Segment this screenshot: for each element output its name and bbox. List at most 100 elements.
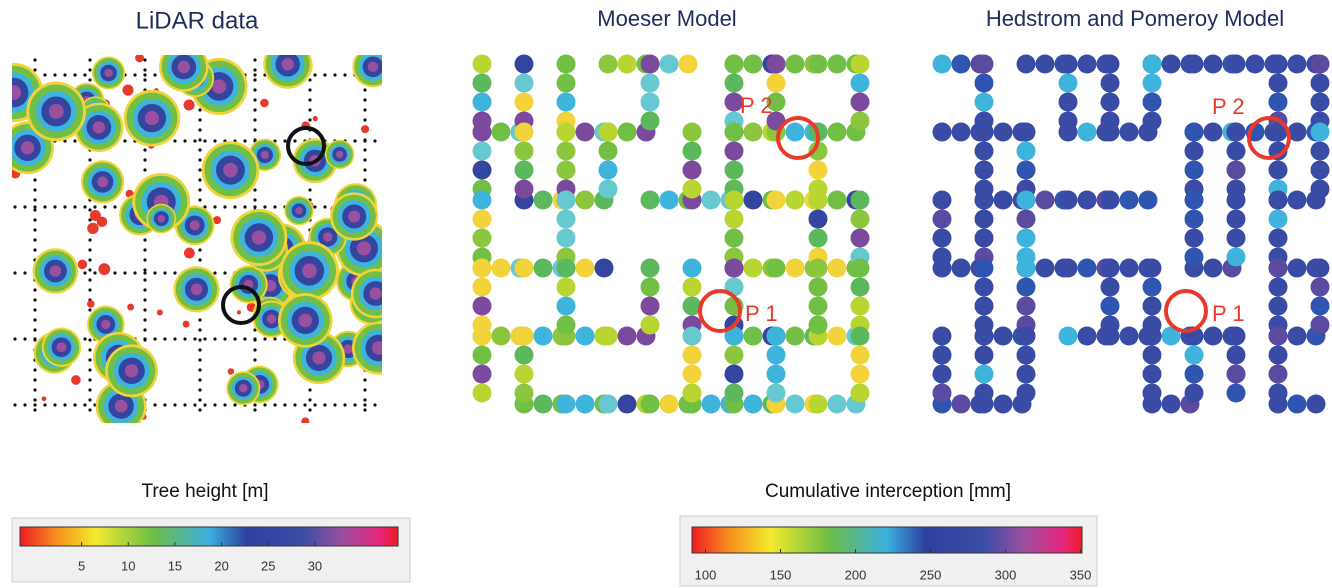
- model-point: [599, 395, 618, 414]
- grid-dot: [88, 158, 91, 161]
- tree-crown: [302, 263, 317, 278]
- model-point: [515, 161, 534, 180]
- model-point: [744, 327, 763, 346]
- grid-dot: [143, 168, 146, 171]
- model-point: [933, 327, 952, 346]
- model-point: [1017, 229, 1036, 248]
- tree-crown: [261, 151, 269, 159]
- model-point: [1269, 297, 1288, 316]
- model-point: [767, 74, 786, 93]
- grid-dot: [253, 78, 256, 81]
- grid-dot: [88, 308, 91, 311]
- red-point: [228, 368, 234, 374]
- model-point: [851, 191, 870, 210]
- grid-dot: [363, 148, 366, 151]
- tree-crown: [50, 265, 61, 276]
- grid-dot: [198, 348, 201, 351]
- model-point: [683, 180, 702, 199]
- tree-crown: [336, 151, 343, 158]
- grid-dot: [153, 337, 156, 340]
- model-point: [851, 346, 870, 365]
- grid-dot: [143, 78, 146, 81]
- model-point: [851, 327, 870, 346]
- model-point: [473, 259, 492, 278]
- model-point: [618, 395, 637, 414]
- model-point: [767, 191, 786, 210]
- grid-dot: [373, 139, 376, 142]
- model-point: [1227, 191, 1246, 210]
- grid-dot: [63, 73, 66, 76]
- grid-dot: [363, 118, 366, 121]
- model-point: [1143, 384, 1162, 403]
- model-point: [1120, 191, 1139, 210]
- model-point: [641, 191, 660, 210]
- model-point: [975, 259, 994, 278]
- model-point: [1204, 123, 1223, 142]
- model-point: [599, 55, 618, 74]
- model-point: [515, 74, 534, 93]
- grid-dot: [293, 403, 296, 406]
- grid-dot: [253, 205, 256, 208]
- model-point: [828, 55, 847, 74]
- model-point: [725, 210, 744, 229]
- model-point: [599, 161, 618, 180]
- grid-dot: [373, 403, 376, 406]
- tick-label: 5: [78, 558, 85, 573]
- grid-dot: [93, 205, 96, 208]
- grid-dot: [88, 238, 91, 241]
- tick-label: 15: [168, 558, 182, 573]
- model-point: [994, 191, 1013, 210]
- model-point: [1269, 278, 1288, 297]
- grid-dot: [263, 337, 266, 340]
- grid-dot: [143, 308, 146, 311]
- grid-dot: [63, 403, 66, 406]
- model-point: [683, 365, 702, 384]
- model-point: [1139, 191, 1158, 210]
- model-point: [557, 123, 576, 142]
- model-point: [744, 395, 763, 414]
- model-point: [1143, 346, 1162, 365]
- model-point: [725, 142, 744, 161]
- model-point: [828, 191, 847, 210]
- grid-dot: [33, 288, 36, 291]
- grid-dot: [33, 328, 36, 331]
- model-point: [851, 384, 870, 403]
- model-point: [1017, 259, 1036, 278]
- model-point: [1269, 210, 1288, 229]
- model-point: [1143, 297, 1162, 316]
- model-point: [1311, 74, 1330, 93]
- model-point: [1311, 180, 1330, 199]
- model-point: [828, 395, 847, 414]
- grid-dot: [223, 403, 226, 406]
- model-point: [851, 74, 870, 93]
- grid-dot: [313, 205, 316, 208]
- model-point: [1307, 395, 1326, 414]
- tree-crown: [295, 207, 302, 214]
- grid-dot: [83, 337, 86, 340]
- model-point: [1143, 93, 1162, 112]
- tree-crown: [344, 344, 353, 353]
- tick-label: 200: [845, 567, 867, 582]
- grid-dot: [198, 198, 201, 201]
- model-point: [534, 259, 553, 278]
- grid-dot: [203, 337, 206, 340]
- grid-dot: [33, 318, 36, 321]
- model-point: [1227, 229, 1246, 248]
- grid-dot: [333, 73, 336, 76]
- grid-dot: [88, 408, 91, 411]
- model-point: [975, 191, 994, 210]
- model-point: [851, 210, 870, 229]
- model-point: [683, 142, 702, 161]
- model-point: [515, 259, 534, 278]
- model-point: [828, 327, 847, 346]
- marker: [1166, 291, 1206, 331]
- grid-dot: [123, 139, 126, 142]
- model-point: [933, 346, 952, 365]
- model-point: [1017, 278, 1036, 297]
- model-point: [975, 297, 994, 316]
- grid-dot: [143, 248, 146, 251]
- model-point: [725, 123, 744, 142]
- model-point: [744, 55, 763, 74]
- model-point: [1101, 278, 1120, 297]
- grid-dot: [343, 73, 346, 76]
